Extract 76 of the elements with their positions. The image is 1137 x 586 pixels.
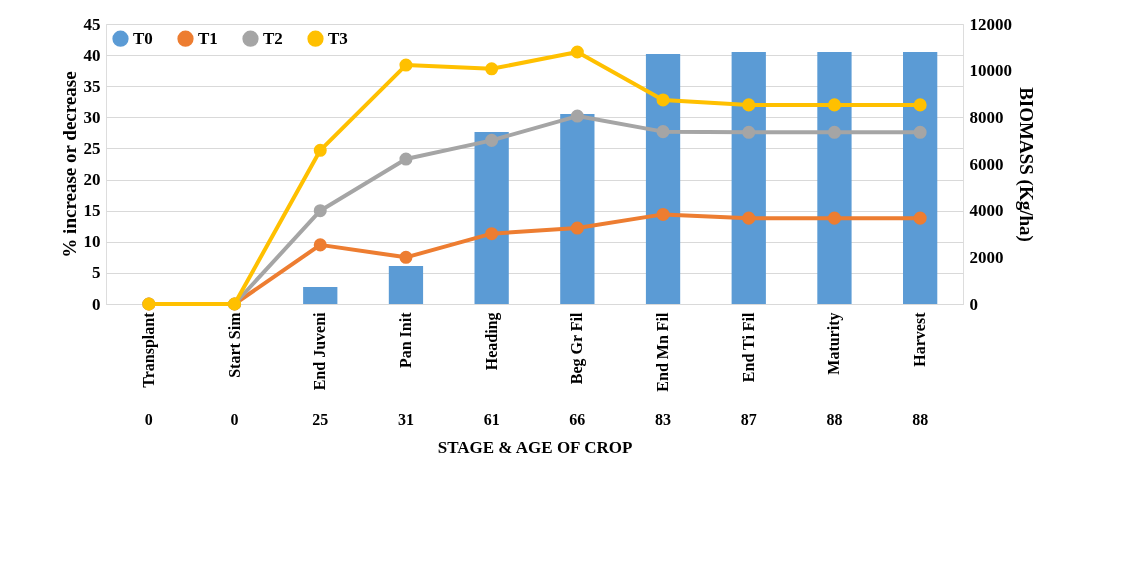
y2-tick-label: 12000 [969,14,1012,34]
x-tick-label: Transplant [139,311,158,388]
text: 66 [569,411,586,428]
x-tick-label: End Juveni [311,311,329,391]
y-axis-title: % increase or decrease [58,71,80,258]
y2-tick-label: 8000 [969,107,1004,127]
point [827,125,841,139]
point [570,109,584,123]
y-tick-label: 45 [83,14,101,34]
point [399,250,413,264]
point [827,98,841,112]
point [656,93,670,107]
point [570,221,584,235]
legend-label: T3 [328,28,348,48]
legend-label: T2 [263,28,283,48]
x-tick-label: Heading [482,312,501,371]
y-tick-label: 15 [83,201,101,221]
y-tick-label: 20 [83,170,101,190]
text: 61 [483,411,500,428]
y2-tick-label: 4000 [969,201,1004,221]
y2-tick-label: 2000 [969,247,1004,267]
bar [560,114,595,304]
x-tick-label: Maturity [825,312,844,375]
point [827,211,841,225]
x-tick-label: Harvest [911,311,929,367]
point [313,238,327,252]
point [313,204,327,218]
x-tick-label: Beg Gr Fil [568,311,587,385]
y-tick-label: 5 [92,263,101,283]
y-tick-label: 25 [83,138,101,158]
point [485,133,499,147]
point [913,211,927,225]
x-tick-label: Start Sim [225,311,243,378]
text: 83 [655,411,672,428]
x-tick-label: End Mn Fil [654,311,672,392]
bar [388,265,424,304]
point [742,125,756,139]
point [742,211,756,225]
text: 0 [230,411,239,428]
point [913,98,927,112]
legend-label: T0 [133,28,153,48]
point [656,207,670,221]
y2-tick-label: 6000 [969,154,1004,174]
point [399,152,413,166]
text: 25 [312,411,329,428]
x-tick-label: Pan Init [396,311,414,369]
point [313,143,327,157]
bar [817,52,852,304]
text: 31 [397,411,414,428]
y2-axis-title: BIOMASS (Kg/ha) [1015,87,1037,242]
bar [645,54,681,304]
text: 88 [912,411,929,428]
point [570,45,584,59]
point [485,62,499,76]
x-tick-label: End Ti Fil [739,311,757,383]
y-tick-label: 30 [83,107,101,127]
bar [903,52,938,304]
y-tick-label: 10 [83,232,101,252]
legend-label: T1 [198,28,218,48]
text: 0 [144,411,153,428]
x-axis-title: STAGE & AGE OF CROP [437,437,633,457]
point [485,227,499,241]
y-tick-label: 40 [83,45,101,65]
y-tick-label: 35 [83,76,101,96]
y2-tick-label: 0 [969,294,978,314]
y-tick-label: 0 [92,294,101,314]
point [399,58,413,72]
point [742,98,756,112]
bar [731,52,766,304]
bar [474,132,509,304]
point [913,125,927,139]
text: 87 [740,411,757,428]
text: 88 [826,411,843,428]
bar [303,286,338,304]
y2-tick-label: 10000 [969,61,1012,81]
point [656,125,670,139]
